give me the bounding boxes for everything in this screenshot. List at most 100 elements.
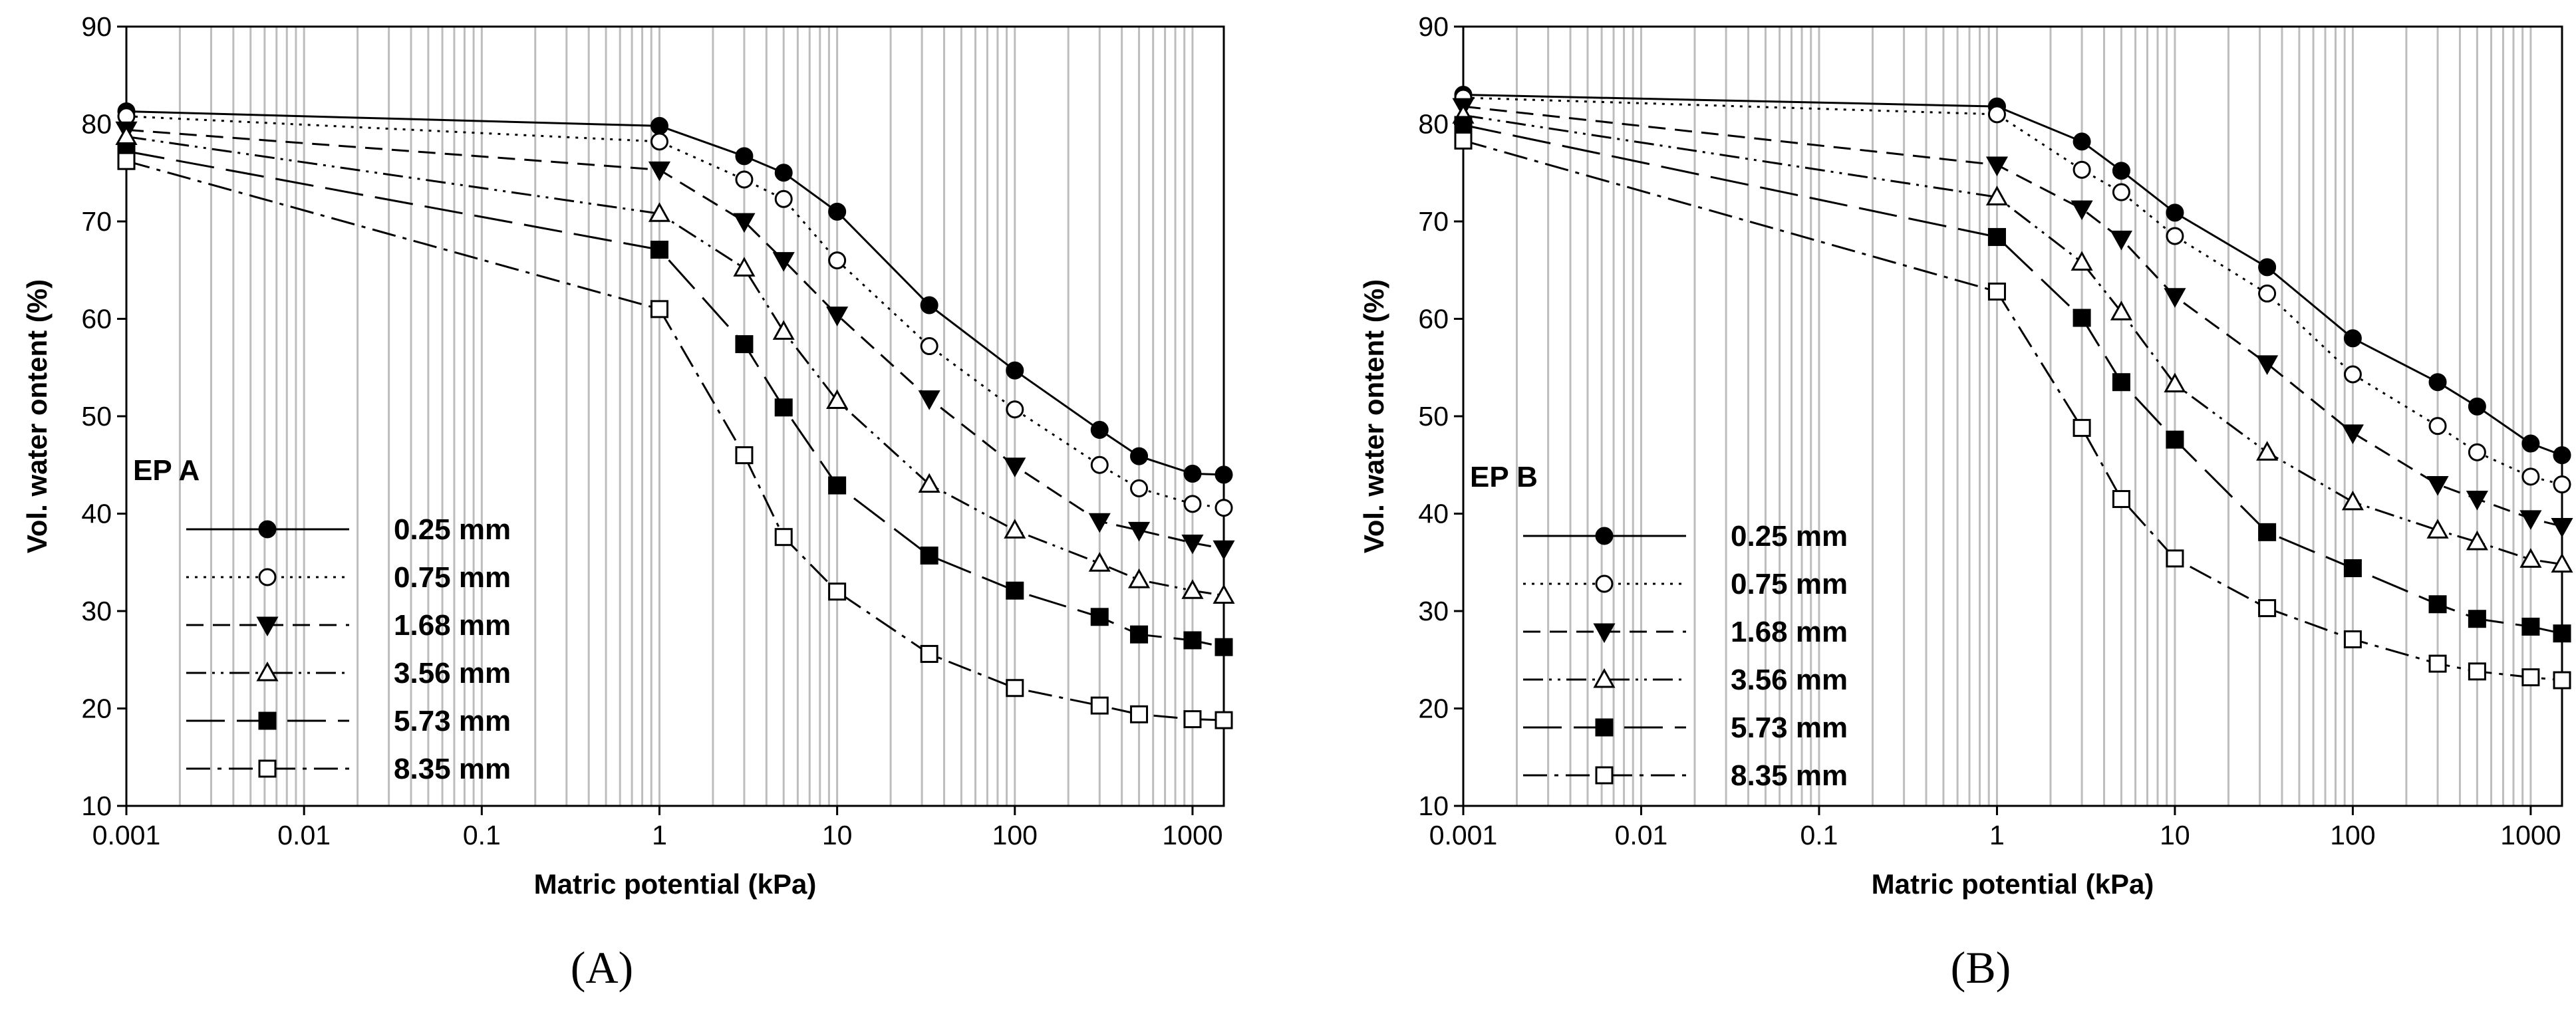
data-point: [1004, 519, 1026, 539]
data-point: [1987, 105, 2006, 124]
x-tick-label: 1000: [2500, 820, 2561, 850]
panel-label: (B): [1951, 942, 2011, 993]
legend-marker: [258, 759, 277, 778]
data-point: [1987, 282, 2006, 301]
data-point: [2521, 668, 2540, 687]
x-tick-label: 0.1: [463, 820, 501, 850]
data-point: [2341, 424, 2364, 444]
x-tick-label: 10: [2160, 820, 2190, 850]
data-point: [1090, 608, 1109, 626]
data-point: [650, 116, 668, 135]
data-point: [650, 300, 668, 318]
series-0-25-mm: [117, 102, 1233, 484]
data-point: [1006, 400, 1024, 419]
data-point: [1987, 227, 2006, 246]
data-point: [920, 546, 938, 565]
data-point: [1985, 156, 2009, 177]
x-tick-label: 10: [822, 820, 853, 850]
data-point: [826, 307, 849, 326]
series-0-75-mm: [117, 107, 1233, 517]
data-point: [918, 390, 940, 410]
data-point: [1985, 186, 2009, 205]
data-point: [1183, 710, 1202, 729]
data-point: [2519, 510, 2542, 530]
data-point: [2553, 671, 2571, 690]
data-point: [2553, 475, 2571, 494]
legend-label: 1.68 mm: [394, 609, 511, 642]
y-axis-title: Vol. water ontent (%): [1358, 279, 1389, 553]
data-point: [2112, 373, 2130, 392]
legend-label: 0.25 mm: [394, 513, 511, 546]
legend-label: 0.25 mm: [1731, 520, 1848, 553]
legend-marker: [1595, 718, 1614, 737]
series-8-35-mm: [117, 152, 1233, 729]
legend-label: 0.75 mm: [1731, 568, 1848, 600]
y-tick-label: 30: [81, 596, 112, 626]
legend-marker: [258, 520, 277, 539]
data-point: [2166, 549, 2184, 568]
series-0-75-mm: [1454, 88, 2571, 494]
data-point: [2110, 301, 2132, 320]
data-point: [2166, 227, 2184, 245]
data-point: [1127, 521, 1151, 542]
data-point: [733, 213, 756, 233]
data-point: [2112, 162, 2130, 180]
data-point: [2343, 365, 2362, 384]
data-point: [828, 582, 847, 601]
x-tick-label: 100: [2330, 820, 2375, 850]
data-point: [2428, 373, 2447, 392]
data-point: [1213, 584, 1235, 604]
data-point: [2468, 610, 2486, 628]
data-point: [2073, 160, 2091, 179]
data-point: [1130, 625, 1149, 644]
data-point: [117, 152, 136, 170]
x-tick-label: 1000: [1162, 820, 1222, 850]
data-point: [2256, 355, 2279, 375]
data-point: [1127, 569, 1151, 588]
data-point: [1088, 513, 1111, 533]
data-point: [2071, 251, 2093, 271]
legend-marker: [256, 661, 279, 682]
data-point: [2426, 476, 2449, 496]
y-tick-label: 60: [81, 304, 112, 334]
legend-label: 8.35 mm: [394, 753, 511, 785]
data-point: [2426, 519, 2449, 539]
series-line: [1463, 139, 2563, 682]
legend-marker: [1593, 668, 1616, 688]
data-point: [2256, 441, 2279, 461]
data-point: [2551, 518, 2573, 538]
series-5-73-mm: [1454, 116, 2571, 643]
x-axis-title: Matric potential (kPa): [1872, 868, 2154, 900]
x-tick-label: 0.001: [92, 820, 161, 850]
data-point: [2521, 434, 2540, 453]
data-point: [920, 337, 938, 356]
data-point: [772, 320, 795, 340]
data-point: [2553, 624, 2571, 643]
series-8-35-mm: [1454, 131, 2571, 690]
plot-frame: [125, 25, 1225, 807]
y-tick-label: 70: [81, 206, 112, 237]
data-point: [1215, 638, 1233, 656]
series-1-68-mm: [115, 121, 1235, 561]
data-point: [774, 164, 793, 182]
data-point: [2164, 372, 2186, 393]
data-point: [2341, 490, 2364, 511]
series-3-56-mm: [1452, 104, 2573, 573]
data-point: [1215, 711, 1233, 729]
series-line: [126, 115, 1224, 509]
x-axis-title: Matric potential (kPa): [534, 868, 817, 900]
data-point: [1130, 705, 1149, 723]
data-point: [1181, 579, 1204, 599]
x-tick-label: 0.01: [1615, 820, 1668, 850]
x-tick-label: 0.001: [1429, 820, 1498, 850]
y-tick-label: 70: [1418, 206, 1449, 237]
legend-label: 3.56 mm: [1731, 664, 1848, 696]
series-5-73-mm: [117, 142, 1233, 656]
data-point: [2166, 430, 2184, 449]
data-point: [735, 147, 754, 166]
data-point: [828, 476, 847, 495]
data-point: [1090, 696, 1109, 715]
data-point: [920, 644, 938, 663]
series-line: [1463, 114, 2563, 566]
legend-marker: [1595, 527, 1614, 545]
